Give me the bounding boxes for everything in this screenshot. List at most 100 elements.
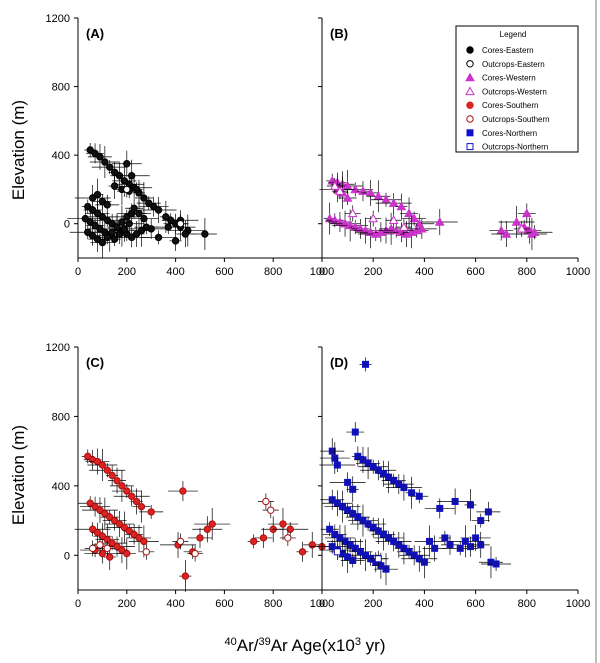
open-data-point: [329, 180, 340, 190]
panel-tag: (C): [86, 355, 104, 370]
legend-item-label: Outcrops-Southern: [482, 115, 550, 124]
data-point: [388, 198, 399, 207]
open-data-point: [347, 208, 358, 218]
data-point: [396, 201, 407, 211]
legend-marker: [465, 72, 475, 82]
x-tick-label: 800: [518, 598, 536, 610]
data-point: [351, 428, 359, 436]
x-tick-label: 0: [75, 266, 81, 278]
data-point: [420, 558, 428, 566]
data-point: [203, 525, 212, 533]
data-point: [179, 487, 187, 495]
data-point: [135, 209, 143, 218]
data-point: [451, 497, 459, 505]
data-point: [147, 508, 155, 516]
data-point: [365, 187, 376, 197]
open-data-point: [176, 537, 185, 546]
data-point: [400, 484, 408, 492]
data-point: [140, 537, 148, 546]
open-data-point: [368, 213, 379, 223]
data-point: [328, 447, 336, 455]
legend-marker: [466, 115, 474, 123]
data-point: [106, 553, 114, 561]
x-tick-label: 600: [466, 598, 484, 610]
x-axis-ar1: Ar/: [237, 636, 259, 655]
data-point: [381, 194, 391, 204]
data-point: [373, 191, 384, 200]
data-point: [96, 153, 104, 161]
y-tick-label: 800: [52, 411, 70, 423]
x-tick-label: 400: [166, 266, 184, 278]
data-point: [466, 543, 474, 551]
x-tick-label: 200: [118, 266, 136, 278]
open-data-point: [176, 220, 185, 228]
data-point: [496, 225, 507, 235]
x-axis-tail: yr): [361, 636, 386, 655]
data-point: [140, 214, 148, 223]
data-point: [501, 228, 512, 238]
data-point: [477, 541, 485, 549]
open-data-point: [335, 186, 345, 195]
data-point: [110, 182, 119, 190]
data-point: [436, 504, 444, 512]
y-tick-label: 0: [64, 550, 70, 562]
data-point: [196, 534, 204, 542]
legend-item-label: Cores-Western: [482, 74, 536, 83]
data-point: [286, 525, 294, 533]
legend-marker: [466, 46, 474, 54]
open-data-point: [333, 548, 341, 556]
data-point: [362, 360, 370, 368]
data-point: [529, 227, 540, 236]
data-point: [154, 233, 163, 242]
data-point: [326, 525, 334, 533]
data-point: [466, 501, 474, 509]
data-point: [342, 192, 353, 202]
data-point: [415, 492, 423, 500]
y-tick-label: 400: [52, 481, 70, 493]
open-data-point: [123, 185, 131, 194]
data-point: [446, 541, 454, 549]
y-tick-label: 1200: [46, 13, 70, 25]
data-point: [408, 489, 416, 497]
x-tick-label: 600: [215, 598, 233, 610]
data-point: [98, 461, 107, 469]
data-point: [118, 218, 126, 226]
x-axis-ar2: Ar Age(x10: [271, 636, 355, 655]
panel-tag: (A): [86, 26, 104, 41]
legend-marker: [466, 143, 474, 151]
data-point: [113, 223, 121, 231]
y-axis-label-bottom: Elevation (m): [9, 425, 28, 525]
data-point: [201, 230, 209, 238]
x-axis-sup-40: 40: [224, 636, 236, 648]
data-point: [484, 508, 492, 516]
data-point: [492, 560, 500, 568]
open-data-point: [267, 506, 275, 514]
x-tick-label: 0: [75, 598, 81, 610]
data-point: [93, 190, 102, 199]
x-tick-label: 200: [118, 598, 136, 610]
open-data-point: [88, 544, 97, 553]
data-point: [456, 544, 464, 552]
data-point: [349, 485, 357, 493]
data-point: [123, 487, 131, 495]
data-point: [350, 184, 361, 194]
x-tick-label: 0: [319, 598, 325, 610]
legend-item-label: Outcrops-Western: [482, 87, 547, 96]
data-point: [426, 537, 434, 545]
data-point: [106, 163, 114, 171]
legend-title: Legend: [500, 30, 527, 39]
x-tick-label: 200: [364, 598, 382, 610]
data-point: [108, 471, 116, 480]
x-axis-sup-3: 3: [355, 636, 361, 648]
legend-item-label: Outcrops-Northern: [482, 143, 548, 152]
data-point: [249, 537, 258, 546]
legend-marker: [466, 60, 474, 68]
data-point: [147, 225, 155, 233]
data-point: [298, 548, 307, 556]
data-point: [434, 216, 445, 226]
y-tick-label: 800: [52, 82, 70, 94]
x-tick-label: 800: [264, 598, 282, 610]
